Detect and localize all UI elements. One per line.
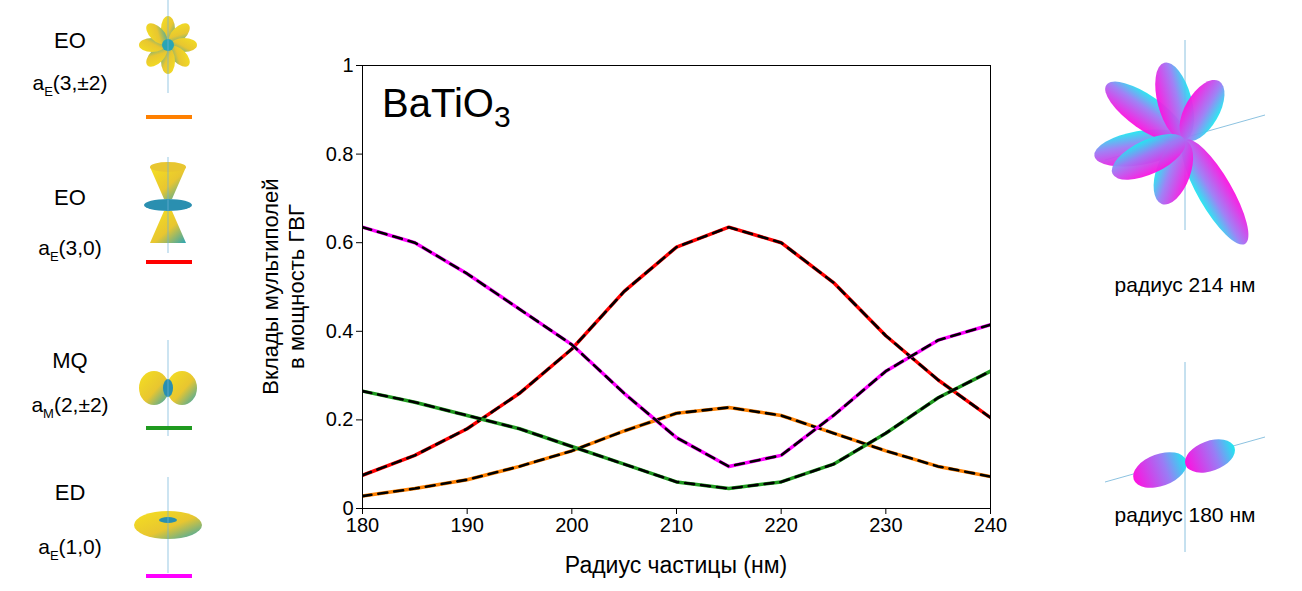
- svg-text:aE(3,±2): aE(3,±2): [32, 71, 107, 99]
- svg-text:Вклады мультиполей: Вклады мультиполей: [258, 178, 283, 394]
- svg-text:BaTiO3: BaTiO3: [382, 81, 511, 133]
- svg-text:190: 190: [450, 514, 483, 536]
- svg-text:Радиус частицы (нм): Радиус частицы (нм): [565, 552, 787, 578]
- svg-text:210: 210: [660, 514, 693, 536]
- svg-text:радиус 180 нм: радиус 180 нм: [1115, 503, 1256, 526]
- svg-text:aE(3,0): aE(3,0): [38, 236, 102, 264]
- svg-text:MQ: MQ: [52, 348, 87, 373]
- svg-text:0.2: 0.2: [326, 408, 354, 430]
- svg-text:aM(2,±2): aM(2,±2): [31, 393, 108, 421]
- svg-text:0: 0: [342, 496, 354, 519]
- svg-text:в мощность ГВГ: в мощность ГВГ: [284, 204, 309, 369]
- svg-text:ED: ED: [55, 480, 86, 505]
- svg-text:EO: EO: [54, 28, 86, 53]
- svg-text:0.6: 0.6: [326, 231, 354, 253]
- svg-text:0.4: 0.4: [326, 320, 354, 342]
- svg-text:180: 180: [346, 514, 379, 536]
- svg-text:220: 220: [764, 514, 797, 536]
- svg-text:230: 230: [869, 514, 902, 536]
- svg-text:240: 240: [974, 514, 1007, 536]
- svg-text:EO: EO: [54, 185, 86, 210]
- svg-text:aE(1,0): aE(1,0): [38, 535, 102, 563]
- svg-text:200: 200: [555, 514, 588, 536]
- svg-text:0.8: 0.8: [326, 143, 354, 165]
- svg-text:радиус 214 нм: радиус 214 нм: [1115, 273, 1256, 296]
- svg-text:1: 1: [342, 54, 353, 76]
